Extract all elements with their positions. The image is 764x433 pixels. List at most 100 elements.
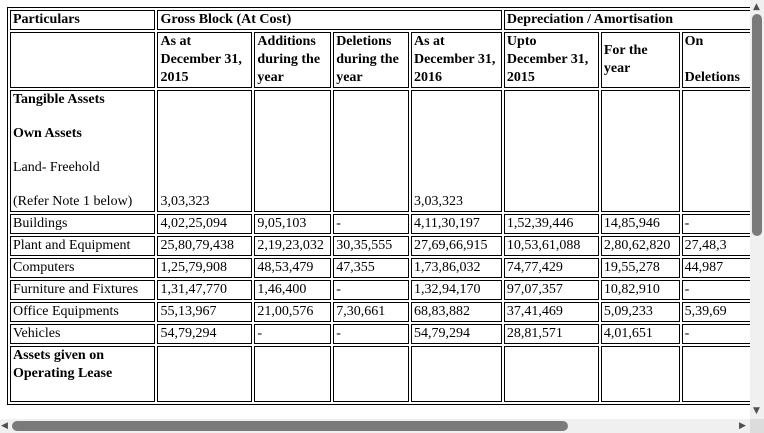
- table-row: Computers 1,25,79,908 48,53,479 47,355 1,73,…: [10, 258, 750, 278]
- table-cell: -: [254, 324, 332, 344]
- header-for-the-year: For the year: [600, 32, 680, 88]
- header-depreciation: Depreciation / Amortisation: [503, 10, 750, 30]
- table-cell: 1,31,47,770: [157, 280, 253, 300]
- section-leased-row: Assets given on Operating Lease: [10, 346, 750, 402]
- table-cell: 4,11,30,197: [410, 214, 502, 234]
- table-cell: -: [681, 324, 750, 344]
- row-label: Computers: [10, 258, 156, 278]
- row-label: Vehicles: [10, 324, 156, 344]
- leased-cell: [410, 346, 502, 402]
- table-cell: 37,41,469: [503, 302, 599, 322]
- table-row: Buildings 4,02,25,094 9,05,103-4,11,30,197…: [10, 214, 750, 234]
- section-tangible-row: Tangible Assets Own Assets Land- Freehol…: [10, 90, 750, 212]
- table-cell: 1,25,79,908: [157, 258, 253, 278]
- section-refer-note: (Refer Note 1 below): [13, 194, 133, 209]
- table-row: Plant and Equipment 25,80,79,438 2,19,23,0…: [10, 236, 750, 256]
- table-cell: 14,85,946: [600, 214, 680, 234]
- table-cell: -: [333, 214, 409, 234]
- table-cell: 7,30,661: [333, 302, 409, 322]
- table-row: Office Equipments 55,13,967 21,00,576 7,30,…: [10, 302, 750, 322]
- header-as-at-2016: As at December 31, 2016: [410, 32, 502, 88]
- scroll-left-arrow-icon[interactable]: ◀: [1, 421, 8, 431]
- land-as-at-2016: 3,03,323: [410, 90, 502, 212]
- table-cell: 19,55,278: [600, 258, 680, 278]
- header-on-deletions: On Deletions: [681, 32, 750, 88]
- table-cell: 1,46,400: [254, 280, 332, 300]
- leased-cell: [600, 346, 680, 402]
- section-assets-given-on-lease: Assets given on Operating Lease: [10, 346, 156, 402]
- land-on-deletions: [681, 90, 750, 212]
- table-cell: 9,05,103: [254, 214, 332, 234]
- section-own-assets: Own Assets: [13, 126, 82, 141]
- leased-cell: [333, 346, 409, 402]
- table-cell: 55,13,967: [157, 302, 253, 322]
- document-viewport: Particulars Gross Block (At Cost) Deprec…: [7, 7, 750, 405]
- leased-cell: [157, 346, 253, 402]
- section-land-freehold: Land- Freehold: [13, 160, 100, 175]
- header-row-columns: As at December 31, 2015 Additions during th…: [10, 32, 750, 88]
- table-row: Vehicles 54,79,294- -54,79,294 28,81,571 4,0…: [10, 324, 750, 344]
- row-label: Office Equipments: [10, 302, 156, 322]
- table-cell: 30,35,555: [333, 236, 409, 256]
- table-cell: 25,80,79,438: [157, 236, 253, 256]
- table-cell: -: [333, 280, 409, 300]
- table-cell: 48,53,479: [254, 258, 332, 278]
- horizontal-scroll-thumb[interactable]: [12, 421, 568, 431]
- table-cell: 74,77,429: [503, 258, 599, 278]
- header-additions: Additions during the year: [254, 32, 332, 88]
- table-cell: 1,52,39,446: [503, 214, 599, 234]
- table-cell: 1,73,86,032: [410, 258, 502, 278]
- section-tangible: Tangible Assets: [13, 92, 105, 107]
- vertical-scrollbar[interactable]: ▲ ▼: [750, 0, 764, 419]
- row-label: Furniture and Fixtures: [10, 280, 156, 300]
- table-cell: 2,19,23,032: [254, 236, 332, 256]
- table-cell: -: [681, 280, 750, 300]
- land-as-at-2015: 3,03,323: [157, 90, 253, 212]
- table-cell: 10,82,910: [600, 280, 680, 300]
- scroll-up-arrow-icon[interactable]: ▲: [753, 2, 760, 12]
- land-additions: [254, 90, 332, 212]
- table-cell: 10,53,61,088: [503, 236, 599, 256]
- table-cell: 44,987: [681, 258, 750, 278]
- table-cell: 5,09,233: [600, 302, 680, 322]
- scroll-down-arrow-icon[interactable]: ▼: [753, 406, 760, 416]
- table-cell: 54,79,294: [410, 324, 502, 344]
- table-cell: 28,81,571: [503, 324, 599, 344]
- table-cell: 97,07,357: [503, 280, 599, 300]
- section-labels: Tangible Assets Own Assets Land- Freehol…: [10, 90, 156, 212]
- table-cell: 5,39,69: [681, 302, 750, 322]
- vertical-scroll-thumb[interactable]: [752, 14, 762, 236]
- header-upto-2015: Upto December 31, 2015: [503, 32, 599, 88]
- table-cell: 27,69,66,915: [410, 236, 502, 256]
- table-cell: 2,80,62,820: [600, 236, 680, 256]
- header-as-at-2015: As at December 31, 2015: [157, 32, 253, 88]
- table-cell: 4,01,651: [600, 324, 680, 344]
- leased-cell: [254, 346, 332, 402]
- table-cell: 54,79,294: [157, 324, 253, 344]
- table-cell: 27,48,3: [681, 236, 750, 256]
- leased-cell: [503, 346, 599, 402]
- header-row-groups: Particulars Gross Block (At Cost) Deprec…: [10, 10, 750, 30]
- table-cell: 4,02,25,094: [157, 214, 253, 234]
- table-cell: 47,355: [333, 258, 409, 278]
- scroll-right-arrow-icon[interactable]: ▶: [739, 421, 746, 431]
- table-cell: 68,83,882: [410, 302, 502, 322]
- land-for-year: [600, 90, 680, 212]
- header-deletions: Deletions during the year: [333, 32, 409, 88]
- horizontal-scrollbar[interactable]: ◀ ▶: [0, 419, 750, 433]
- land-upto: [503, 90, 599, 212]
- table-cell: -: [333, 324, 409, 344]
- header-particulars: Particulars: [10, 10, 156, 30]
- fixed-assets-table: Particulars Gross Block (At Cost) Deprec…: [7, 7, 750, 405]
- land-deletions: [333, 90, 409, 212]
- table-cell: -: [681, 214, 750, 234]
- header-blank: [10, 32, 156, 88]
- table-cell: 1,32,94,170: [410, 280, 502, 300]
- scrollbar-corner: [750, 419, 764, 433]
- row-label: Buildings: [10, 214, 156, 234]
- asset-rows: Buildings 4,02,25,094 9,05,103-4,11,30,197…: [10, 214, 750, 344]
- table-cell: 21,00,576: [254, 302, 332, 322]
- leased-cell: [681, 346, 750, 402]
- row-label: Plant and Equipment: [10, 236, 156, 256]
- table-row: Furniture and Fixtures 1,31,47,770 1,46,40…: [10, 280, 750, 300]
